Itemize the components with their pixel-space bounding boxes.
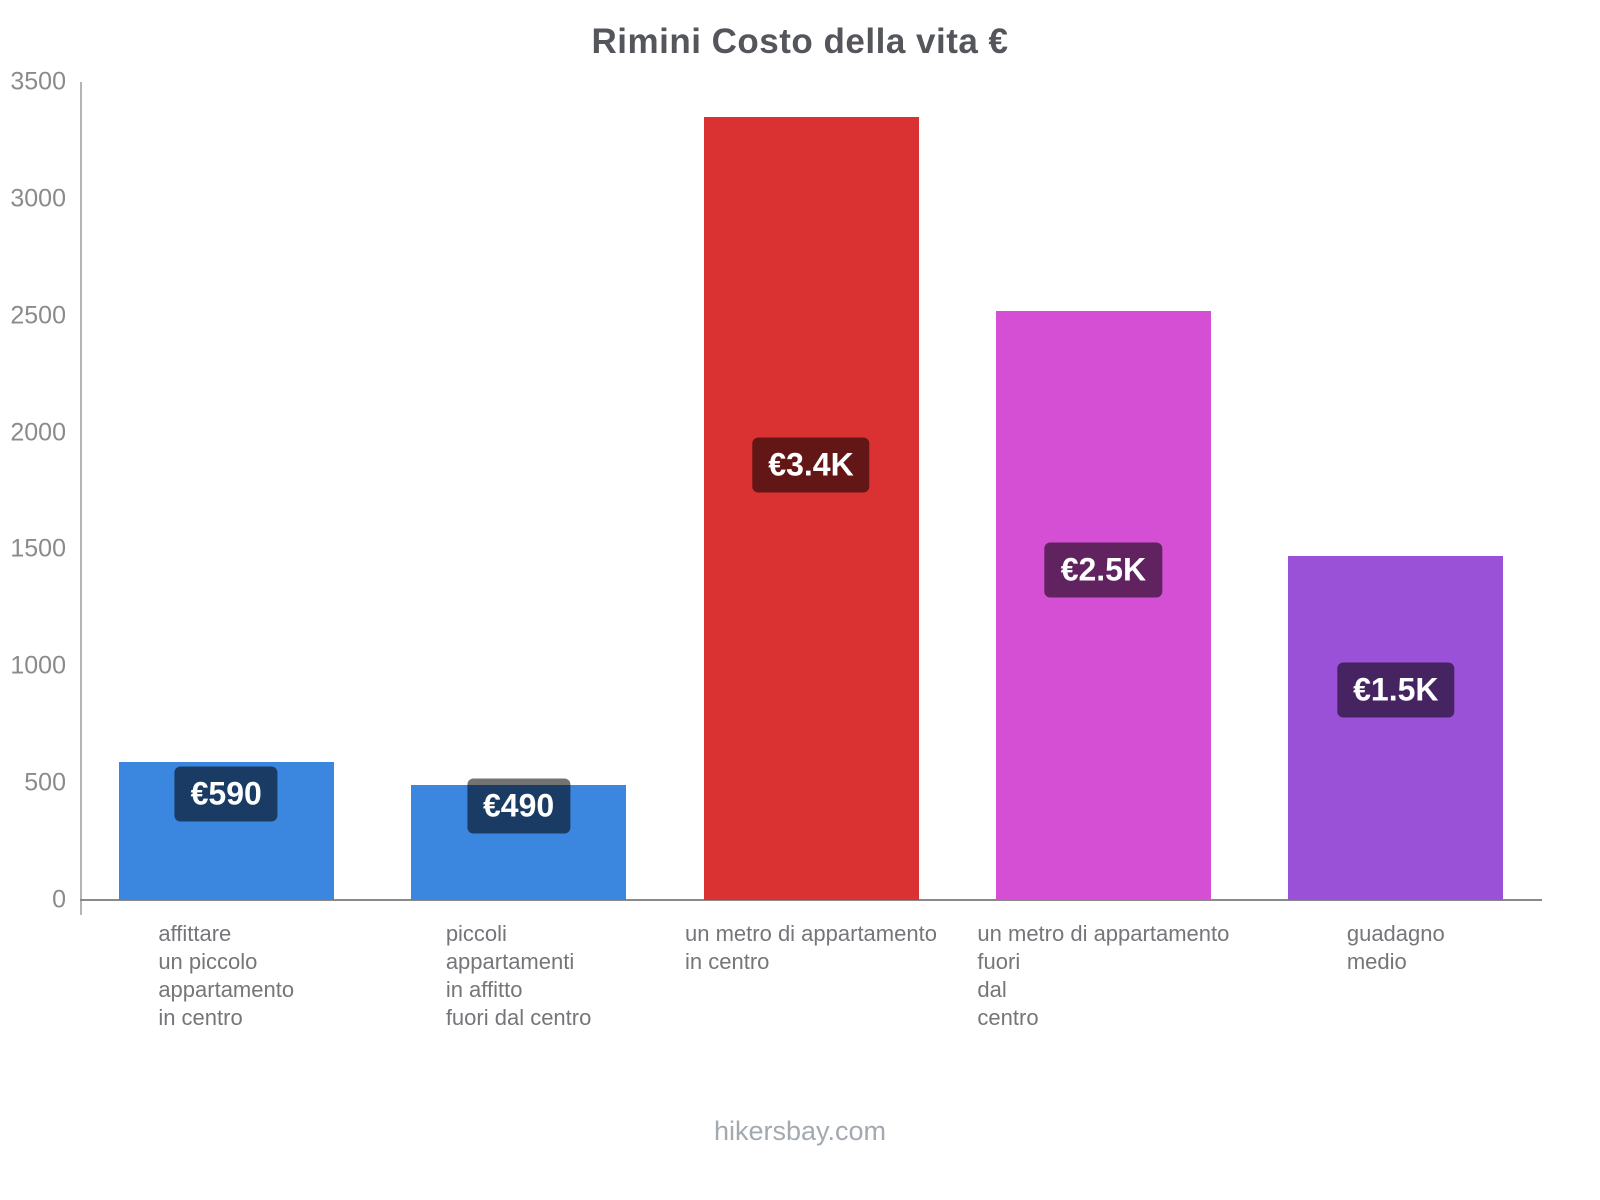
bar-value-label: €590	[174, 766, 278, 822]
bar-value-label: €3.4K	[752, 437, 870, 493]
y-axis-tick-label: 1000	[10, 651, 66, 680]
y-axis-tick-label: 3500	[10, 67, 66, 96]
y-axis-tick-label: 1500	[10, 534, 66, 563]
bar-value-label: €1.5K	[1337, 662, 1455, 718]
x-axis-category-label: affittare un piccolo appartamento in centro	[80, 920, 372, 1032]
x-axis-category-label-text: guadagno medio	[1346, 921, 1445, 974]
x-axis-category-label: un metro di appartamento in centro	[665, 920, 957, 976]
x-axis-line	[80, 899, 1542, 901]
bar-5	[1288, 556, 1504, 900]
x-axis-category-label-text: affittare un piccolo appartamento in centro	[158, 921, 295, 1030]
y-axis-line	[80, 82, 82, 915]
x-axis-category-label-text: piccoli appartamenti in affitto fuori dal c…	[445, 921, 592, 1030]
bar-value-label: €490	[467, 778, 571, 834]
bar-4	[995, 311, 1211, 900]
bar-value-label: €2.5K	[1044, 542, 1163, 598]
y-axis-tick-label: 500	[24, 768, 66, 797]
x-axis-category-label-text: un metro di appartamento in centro	[685, 921, 937, 974]
watermark-text: hikersbay.com	[713, 1116, 887, 1146]
bar-3	[703, 117, 919, 900]
y-axis-tick-label: 2000	[10, 418, 66, 447]
x-axis-category-label-text: un metro di appartamento fuori dal centro	[977, 921, 1230, 1030]
x-axis-category-label: un metro di appartamento fuori dal centro	[957, 920, 1249, 1032]
y-axis-tick-label: 3000	[10, 184, 66, 213]
chart-title: Rimini Costo della vita €	[591, 22, 1009, 61]
y-axis-tick-label: 2500	[10, 301, 66, 330]
x-axis-category-label: piccoli appartamenti in affitto fuori dal c…	[372, 920, 664, 1032]
y-axis-tick-label: 0	[52, 885, 66, 914]
x-axis-category-label: guadagno medio	[1250, 920, 1542, 976]
